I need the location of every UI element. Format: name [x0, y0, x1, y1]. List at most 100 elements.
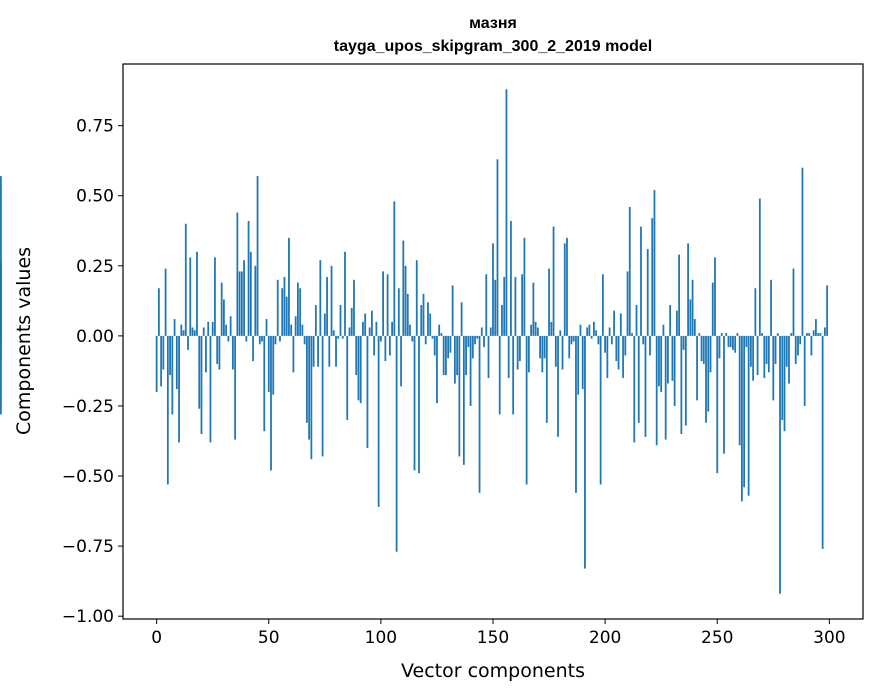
bar: [586, 327, 589, 336]
bar: [462, 335, 465, 465]
bar: [427, 302, 429, 336]
bar: [644, 335, 647, 437]
bar: [321, 335, 324, 457]
bar: [442, 335, 445, 376]
bar: [747, 335, 750, 496]
bar: [236, 212, 239, 336]
bar: [173, 319, 176, 336]
bar: [770, 279, 772, 336]
bar: [660, 335, 663, 392]
bar: [718, 335, 721, 359]
bar: [702, 335, 705, 364]
bar: [754, 288, 757, 336]
bar: [182, 330, 185, 336]
bar: [191, 327, 194, 336]
bar: [429, 313, 432, 336]
bar: [823, 327, 826, 336]
y-tick-label: 0.00: [76, 327, 114, 347]
bar: [281, 288, 284, 336]
bar: [180, 324, 183, 336]
bar: [328, 335, 331, 367]
bar: [292, 335, 295, 373]
bar: [510, 220, 512, 336]
bar: [550, 321, 553, 336]
bar: [166, 335, 169, 485]
bar: [803, 335, 806, 406]
bar: [353, 279, 355, 336]
bar: [323, 313, 326, 336]
bar: [364, 313, 367, 336]
bar: [305, 335, 308, 423]
bar: [554, 335, 557, 367]
bar: [247, 220, 250, 336]
bar: [335, 335, 337, 367]
bar: [404, 265, 407, 336]
bar: [599, 335, 602, 485]
bar: [413, 335, 416, 471]
bar: [424, 335, 427, 345]
bar: [447, 335, 450, 359]
bar: [608, 327, 611, 336]
bar: [299, 288, 302, 336]
bar: [711, 282, 714, 336]
bar: [393, 201, 396, 336]
bar: [559, 330, 562, 336]
bar: [776, 333, 779, 336]
bar: [458, 335, 461, 457]
bar: [492, 243, 494, 336]
bar: [431, 335, 434, 339]
bar: [783, 335, 786, 432]
bar: [460, 302, 463, 336]
bar: [801, 167, 804, 336]
chart-subtitle: tayga_upos_skipgram_300_2_2019 model: [334, 38, 652, 55]
bar: [601, 274, 604, 336]
bar: [604, 335, 607, 353]
x-tick-label: 150: [477, 628, 509, 648]
bar: [563, 243, 566, 336]
bar-series: [0, 89, 829, 594]
bar: [808, 333, 811, 336]
bar: [319, 260, 322, 336]
bar: [184, 223, 187, 336]
bar: [799, 335, 802, 345]
bar: [238, 271, 241, 336]
bar: [763, 335, 766, 378]
bar: [819, 333, 822, 336]
bar: [451, 285, 454, 336]
bar: [709, 335, 712, 373]
bar: [617, 335, 620, 370]
y-tick-label: 0.50: [76, 187, 114, 207]
x-axis-label: Vector components: [401, 660, 585, 682]
bar: [545, 335, 548, 423]
bar: [577, 335, 580, 395]
bar: [314, 305, 317, 336]
bar: [806, 333, 808, 336]
bar: [254, 265, 257, 336]
bar: [357, 335, 360, 401]
bar: [285, 296, 288, 336]
chart-title: мазня: [469, 15, 517, 32]
bar: [498, 335, 501, 415]
x-tick-label: 0: [151, 628, 162, 648]
bar: [684, 335, 687, 426]
bar: [525, 335, 528, 485]
bar: [368, 327, 371, 336]
bar: [570, 335, 573, 345]
bar: [532, 282, 535, 336]
bar: [216, 335, 219, 364]
bar: [355, 335, 358, 376]
bar: [723, 335, 725, 454]
bar: [812, 330, 815, 336]
bar: [187, 335, 189, 350]
bar: [155, 335, 158, 392]
bar: [231, 335, 234, 370]
bar: [622, 335, 624, 378]
bar: [317, 335, 319, 367]
bar: [637, 335, 640, 423]
bar: [821, 335, 824, 549]
bar: [521, 274, 524, 336]
bar: [536, 327, 539, 336]
bar: [483, 335, 485, 348]
bar: [669, 305, 672, 336]
